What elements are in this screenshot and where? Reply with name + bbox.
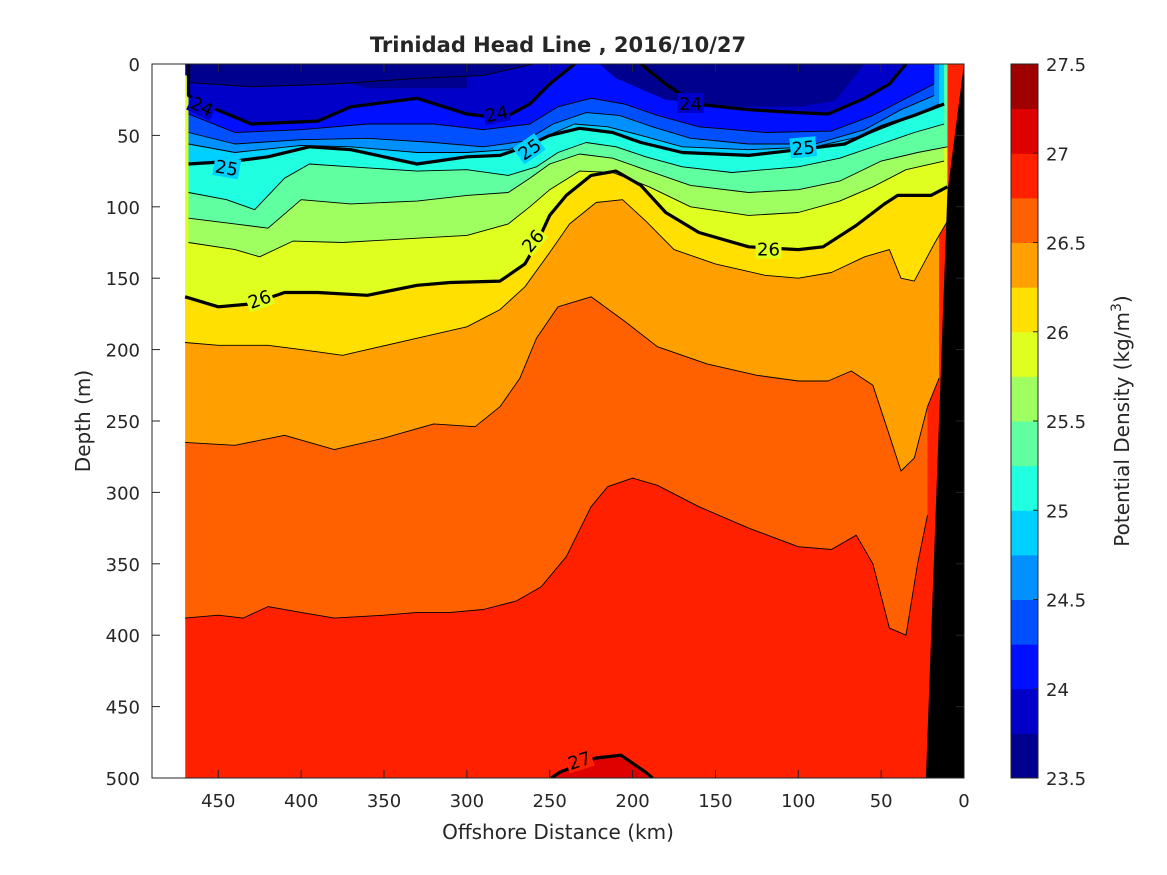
colorbar-segment [1011, 599, 1038, 645]
y-tick-label: 250 [106, 412, 140, 433]
contour-label-bg [243, 284, 275, 313]
x-tick-label: 0 [958, 791, 969, 812]
colorbar-segment [1011, 108, 1038, 154]
x-tick-label: 150 [698, 791, 732, 812]
isopycnal-25.75 [188, 160, 945, 258]
contour-label-bg [563, 746, 595, 774]
density-bands-layer [152, 64, 964, 778]
colorbar-label: Potential Density (kg/m3) [1109, 295, 1134, 546]
colorbar-segment [1011, 421, 1038, 467]
contour-label-bg [481, 100, 512, 126]
isopycnal-26.25 [185, 199, 948, 356]
contour-label-bg [755, 238, 782, 259]
y-tick-label: 300 [106, 483, 140, 504]
y-axis-label: Depth (m) [71, 370, 95, 472]
colorbar [1010, 63, 1039, 779]
colorbar-label-end: ) [1110, 295, 1134, 303]
x-tick-label: 300 [450, 791, 484, 812]
isopycnal-27 [550, 753, 654, 778]
isopycnal-25 [188, 102, 945, 166]
y-tick-label: 450 [106, 698, 140, 719]
colorbar-segment [1011, 733, 1038, 779]
x-tick-label: 400 [284, 791, 318, 812]
isopycnal-24 [639, 64, 908, 116]
colorbar-segment [1011, 376, 1038, 422]
x-tick-label: 350 [367, 791, 401, 812]
colorbar-tick-label: 26.5 [1046, 234, 1086, 255]
colorbar-segment [1011, 510, 1038, 556]
y-tick-label: 350 [106, 555, 140, 576]
y-tick-label: 100 [106, 198, 140, 219]
contour-label-text: 24 [679, 94, 702, 115]
colorbar-segment [1011, 242, 1038, 288]
terrain-layer [925, 64, 964, 778]
contour-label-8: 26 [755, 238, 782, 261]
y-tick-label: 400 [106, 626, 140, 647]
contour-label-3: 25 [212, 155, 242, 181]
isopycnal-24.25 [188, 83, 935, 133]
colorbar-tick-label: 23.5 [1046, 769, 1086, 790]
x-tick-label: 450 [201, 791, 235, 812]
colorbar-axis: 23.5 24 24.5 25 25.5 26 26.5 27 27.5 [1033, 55, 1086, 790]
isopycnal-24.75 [188, 103, 940, 153]
colorbar-tick-label: 26 [1046, 323, 1069, 344]
colorbar-segment [1011, 331, 1038, 377]
contour-label-bg [677, 93, 704, 113]
contour-label-5: 25 [789, 136, 818, 160]
density-band-core-1 [599, 64, 865, 107]
colorbar-segment [1011, 64, 1038, 110]
colorbar-segment [1011, 688, 1038, 734]
density-band-core-0 [185, 64, 467, 89]
chart-title: Trinidad Head Line , 2016/10/27 [370, 33, 746, 57]
colorbar-tick-label: 27.5 [1046, 55, 1086, 76]
colorbar-segment [1011, 554, 1038, 600]
y-tick-label: 500 [106, 769, 140, 790]
colorbar-segment [1011, 287, 1038, 333]
colorbar-label-sup: 3 [1109, 303, 1125, 312]
x-tick-label: 200 [615, 791, 649, 812]
colorbar-label-main: Potential Density (kg/m [1110, 312, 1134, 547]
colorbar-segment [1011, 197, 1038, 243]
seafloor-terrain [925, 64, 964, 778]
contour-label-2: 24 [677, 93, 704, 115]
contour-label-text: 24 [483, 102, 510, 127]
contour-label-bg [789, 136, 818, 159]
contour-label-text: 26 [757, 240, 780, 261]
isopycnal-24.5 [188, 94, 935, 148]
contour-label-1: 24 [481, 100, 512, 127]
isopycnal-26.75 [185, 477, 928, 636]
colorbar-tick-label: 27 [1046, 144, 1069, 165]
colorbar-tick-label: 24 [1046, 680, 1069, 701]
contour-label-bg [516, 224, 549, 257]
contour-label-text: 25 [213, 156, 239, 181]
colorbar-segment [1011, 465, 1038, 511]
colorbar-tick-label: 25 [1046, 501, 1069, 522]
x-tick-label: 100 [781, 791, 815, 812]
y-axis: 0 50 100 150 200 250 300 350 400 450 500 [106, 55, 964, 790]
isopycnal-26.5 [185, 296, 940, 472]
x-tick-label: 250 [533, 791, 567, 812]
contour-label-bg [186, 91, 219, 121]
colorbar-segment [1011, 153, 1038, 199]
x-axis-label: Offshore Distance (km) [442, 820, 674, 844]
colorbar-segment [1011, 644, 1038, 690]
contour-label-text: 25 [791, 137, 816, 160]
y-tick-label: 150 [106, 269, 140, 290]
contour-label-bg [512, 133, 546, 165]
y-tick-label: 50 [117, 126, 140, 147]
x-tick-label: 50 [870, 791, 893, 812]
y-tick-label: 0 [129, 55, 140, 76]
isopycnal-25.25 [188, 123, 945, 211]
isopycnal-25.5 [188, 146, 948, 229]
y-tick-label: 200 [106, 341, 140, 362]
colorbar-tick-label: 25.5 [1046, 412, 1086, 433]
x-axis: 450 400 350 300 250 200 150 100 50 0 [201, 64, 970, 812]
contour-label-bg [212, 155, 242, 180]
colorbar-tick-label: 24.5 [1046, 591, 1086, 612]
isopycnal-26 [184, 169, 949, 309]
